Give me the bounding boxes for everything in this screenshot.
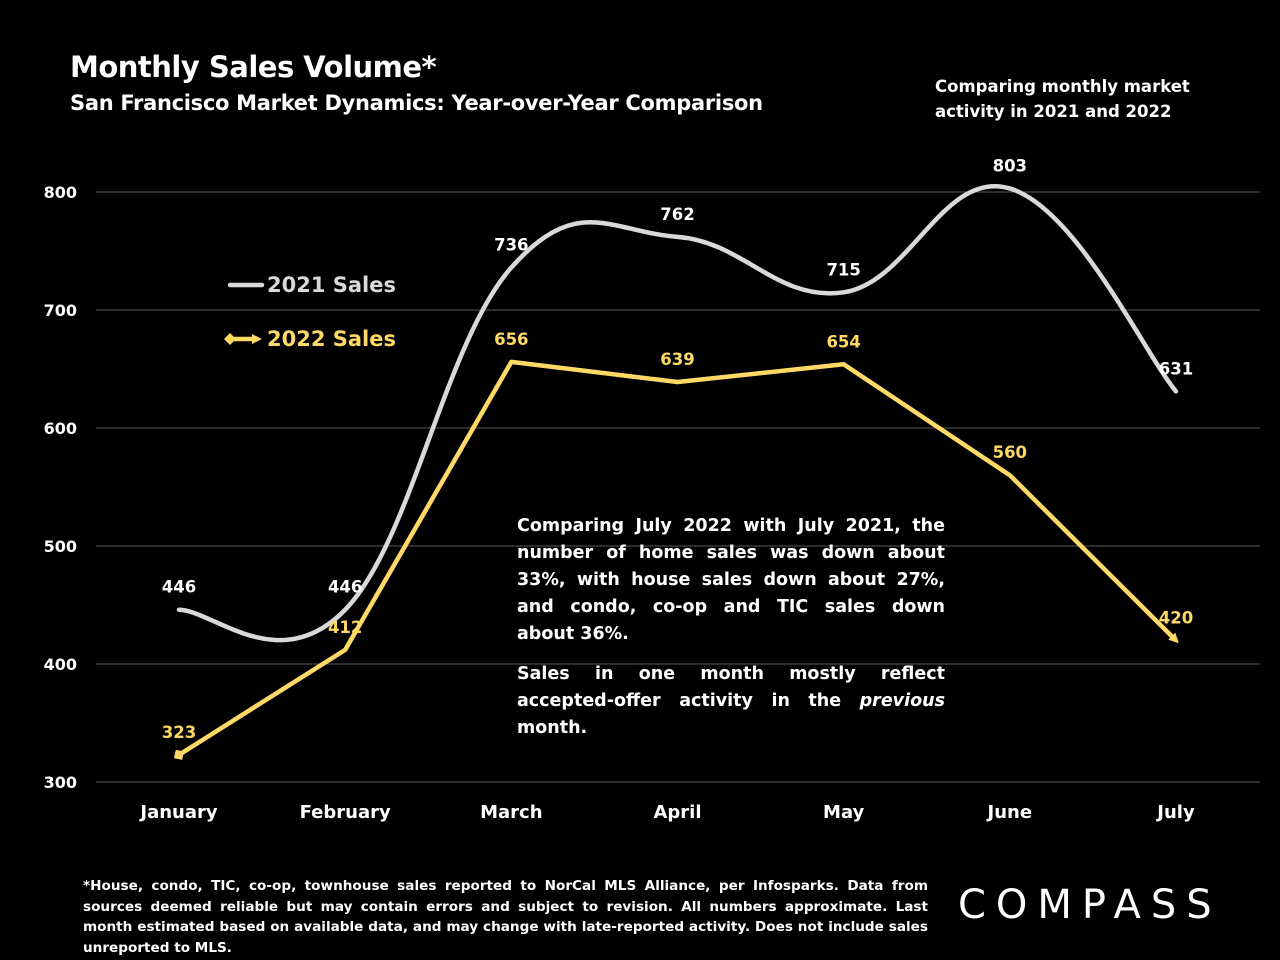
data-labels: 446 446 736 762 715 803 631 323 412 656 639 654 560 4…: [162, 156, 1193, 741]
x-tick-label: July: [1155, 802, 1195, 823]
y-tick-label: 500: [44, 537, 77, 556]
x-axis-ticks: January February March April May June July: [138, 802, 1195, 823]
callout-text-before: Sales in one month mostly reflect accept…: [517, 664, 945, 711]
callout-text-emphasis: previous: [859, 691, 945, 711]
data-label-2021: 736: [494, 236, 528, 255]
chart-title: Monthly Sales Volume*: [70, 50, 437, 84]
y-tick-label: 400: [44, 655, 77, 674]
x-tick-label: February: [300, 802, 391, 823]
legend-label-2022: 2022 Sales: [267, 327, 396, 351]
y-tick-label: 800: [44, 183, 77, 202]
annotation-callout: Comparing July 2022 with July 2021, the …: [517, 513, 945, 742]
x-tick-label: June: [986, 802, 1033, 823]
footnote: *House, condo, TIC, co-op, townhouse sal…: [83, 878, 928, 956]
callout-paragraph-2: Sales in one month mostly reflect accept…: [517, 661, 945, 742]
data-label-2021: 446: [328, 578, 362, 597]
x-tick-label: April: [653, 802, 701, 823]
data-label-2021: 446: [162, 578, 196, 597]
y-tick-label: 700: [44, 301, 77, 320]
callout-paragraph-1: Comparing July 2022 with July 2021, the …: [517, 516, 945, 644]
data-label-2022: 639: [660, 350, 694, 369]
data-label-2021: 631: [1159, 359, 1193, 378]
data-label-2022: 412: [328, 618, 362, 637]
series-lines: [173, 184, 1179, 760]
data-label-2021: 762: [660, 205, 694, 224]
legend-label-2021: 2021 Sales: [267, 273, 396, 297]
compass-logo: COMPASS: [958, 882, 1222, 928]
x-tick-label: March: [480, 802, 542, 823]
y-axis-ticks: 300 400 500 600 700 800: [44, 183, 77, 792]
legend: 2021 Sales 2022 Sales: [224, 273, 396, 351]
x-tick-label: May: [823, 802, 865, 823]
data-label-2021: 803: [993, 156, 1027, 175]
y-tick-label: 300: [44, 773, 77, 792]
data-label-2022: 560: [993, 443, 1027, 462]
callout-text-after: month.: [517, 718, 588, 738]
data-label-2022: 654: [826, 332, 860, 351]
x-tick-label: January: [138, 802, 217, 823]
data-label-2022: 323: [162, 723, 196, 742]
series-line-2021: [176, 184, 1179, 643]
chart-subtitle: San Francisco Market Dynamics: Year-over…: [70, 91, 763, 115]
series-line-2022: [173, 359, 1179, 760]
corner-note: Comparing monthly market activity in 202…: [935, 77, 1190, 121]
data-label-2022: 656: [494, 330, 528, 349]
y-tick-label: 600: [44, 419, 77, 438]
data-label-2021: 715: [826, 260, 860, 279]
data-label-2022: 420: [1159, 608, 1193, 627]
